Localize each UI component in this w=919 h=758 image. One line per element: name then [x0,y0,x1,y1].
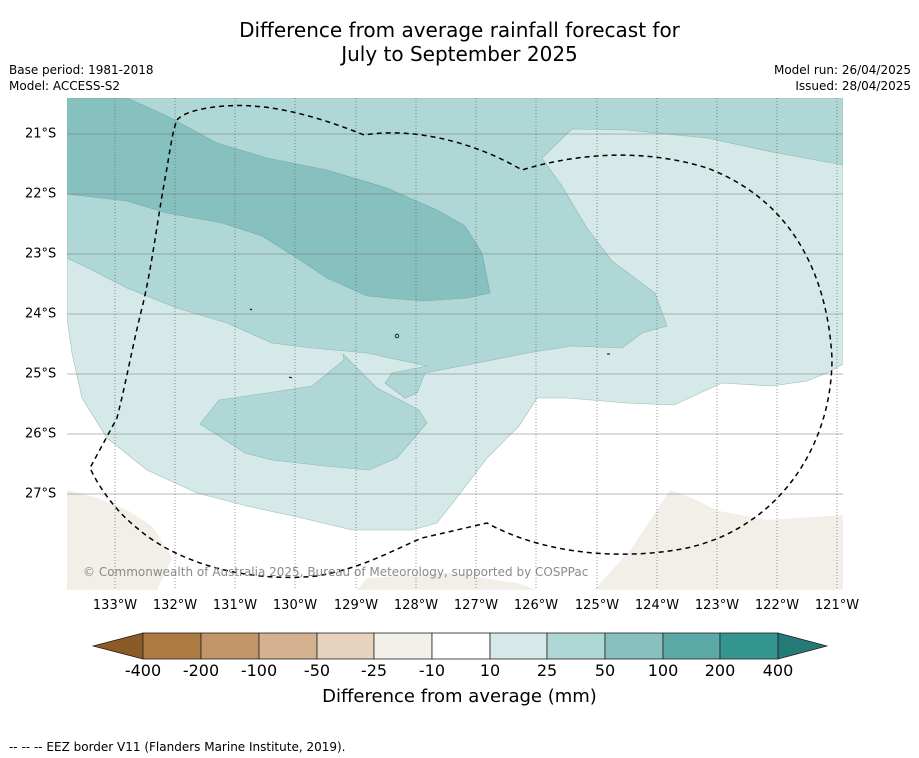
lat-label: 22°S [25,186,57,202]
lat-label: 24°S [25,306,57,322]
cb-tick: -400 [124,661,162,680]
cb-segment [662,632,721,660]
meta-right: Model run: 26/04/2025 Issued: 28/04/2025 [774,62,911,94]
cb-tick: 200 [704,661,736,680]
land-east [594,490,843,590]
eez-border [89,104,833,579]
lat-label: 27°S [25,486,57,502]
land-west [67,490,172,590]
lon-label: 133°W [92,598,138,613]
lon-label: 127°W [453,598,499,613]
lon-label: 125°W [574,598,620,613]
cb-tick: 50 [594,661,616,680]
lon-label: 126°W [513,598,559,613]
cb-segment [604,632,664,660]
lon-label: 131°W [212,598,258,613]
map-grid [114,98,838,590]
colorbar-title: Difference from average (mm) [322,686,597,707]
lon-label: 129°W [333,598,379,613]
cb-tick: 25 [536,661,558,680]
base-period: Base period: 1981-2018 [9,63,154,77]
cb-segment [258,632,318,660]
map-grid-lat [67,133,843,495]
colorbar [91,632,829,664]
cb-segment [200,632,260,660]
copyright-note: © Commonwealth of Australia 2025, Bureau… [83,565,589,579]
lat-label: 25°S [25,366,57,382]
cb-tick: -200 [182,661,220,680]
lon-label: 124°W [634,598,680,613]
map-svg [66,97,844,590]
cb-tick: -100 [240,661,278,680]
eez-legend: -- -- -- EEZ border V11 (Flanders Marine… [9,740,346,754]
lon-label: 132°W [152,598,198,613]
cb-tick: -25 [360,661,388,680]
cb-segment [719,632,779,660]
cb-segment [431,632,491,660]
lon-label: 128°W [393,598,439,613]
cb-segment [142,632,202,660]
band-50-100 [66,97,491,302]
lon-label: 122°W [754,598,800,613]
cb-tick: 400 [762,661,794,680]
cb-tick: 10 [479,661,501,680]
lat-label: 23°S [25,246,57,262]
meta-left: Base period: 1981-2018 Model: ACCESS-S2 [9,62,154,94]
title-line-1: Difference from average rainfall forecas… [239,18,680,42]
issued-date: Issued: 28/04/2025 [795,79,911,93]
map-area[interactable] [66,97,844,590]
cb-tick: -50 [303,661,331,680]
lat-label: 21°S [25,126,57,142]
map-title: Difference from average rainfall forecas… [0,18,919,66]
model-name: Model: ACCESS-S2 [9,79,121,93]
cb-segment [91,632,144,660]
lon-label: 123°W [694,598,740,613]
title-line-2: July to September 2025 [341,42,578,66]
lat-label: 26°S [25,426,57,442]
land-bottom [357,573,537,590]
cb-segment [546,632,606,660]
model-run: Model run: 26/04/2025 [773,63,911,77]
cb-segment [373,632,433,660]
cb-tick: -10 [418,661,446,680]
cb-tick: 100 [647,661,679,680]
cb-segment [316,632,375,660]
lon-label: 130°W [272,598,318,613]
lon-label: 121°W [814,598,860,613]
cb-segment [777,632,829,660]
cb-segment [489,632,548,660]
